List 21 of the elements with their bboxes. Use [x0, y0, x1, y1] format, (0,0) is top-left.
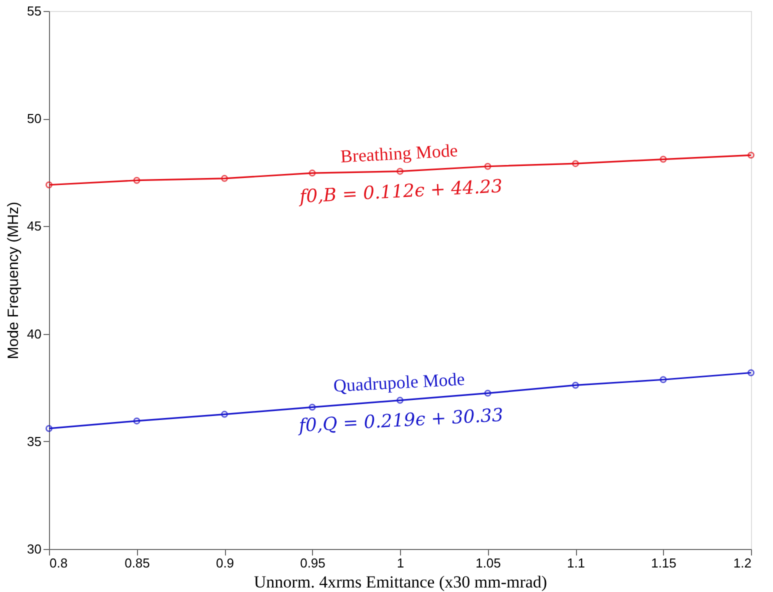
x-tick-label: 1 [396, 556, 404, 570]
y-tick-label: 45 [27, 218, 42, 234]
x-tick-label: 0.85 [124, 556, 150, 570]
x-axis-title: Unnorm. 4xrms Emittance (x30 mm-mrad) [254, 572, 548, 592]
y-tick-label: 50 [27, 111, 42, 126]
x-tick-label: 0.8 [50, 556, 68, 570]
x-tick-label: 1.1 [566, 556, 586, 570]
x-tick-label: 1.2 [733, 556, 752, 570]
y-tick-label: 30 [27, 542, 42, 556]
x-tick-label: 1.05 [476, 556, 501, 570]
x-tick-label: 0.9 [216, 556, 234, 570]
annotation: f0,B = 0.112ϵ + 44.23 [297, 176, 504, 208]
y-tick-label: 55 [27, 4, 42, 18]
series-label: Breathing Mode [340, 140, 458, 166]
y-tick-label: 40 [27, 326, 42, 342]
y-tick-label: 35 [27, 434, 42, 449]
x-tick-label: 0.95 [300, 556, 326, 570]
x-tick-label: 1.15 [651, 556, 676, 570]
series-label: Quadrupole Mode [332, 368, 466, 396]
annotation: f0,Q = 0.219ϵ + 30.33 [296, 404, 504, 437]
y-axis-title: Mode Frequency (MHz) [5, 202, 22, 360]
